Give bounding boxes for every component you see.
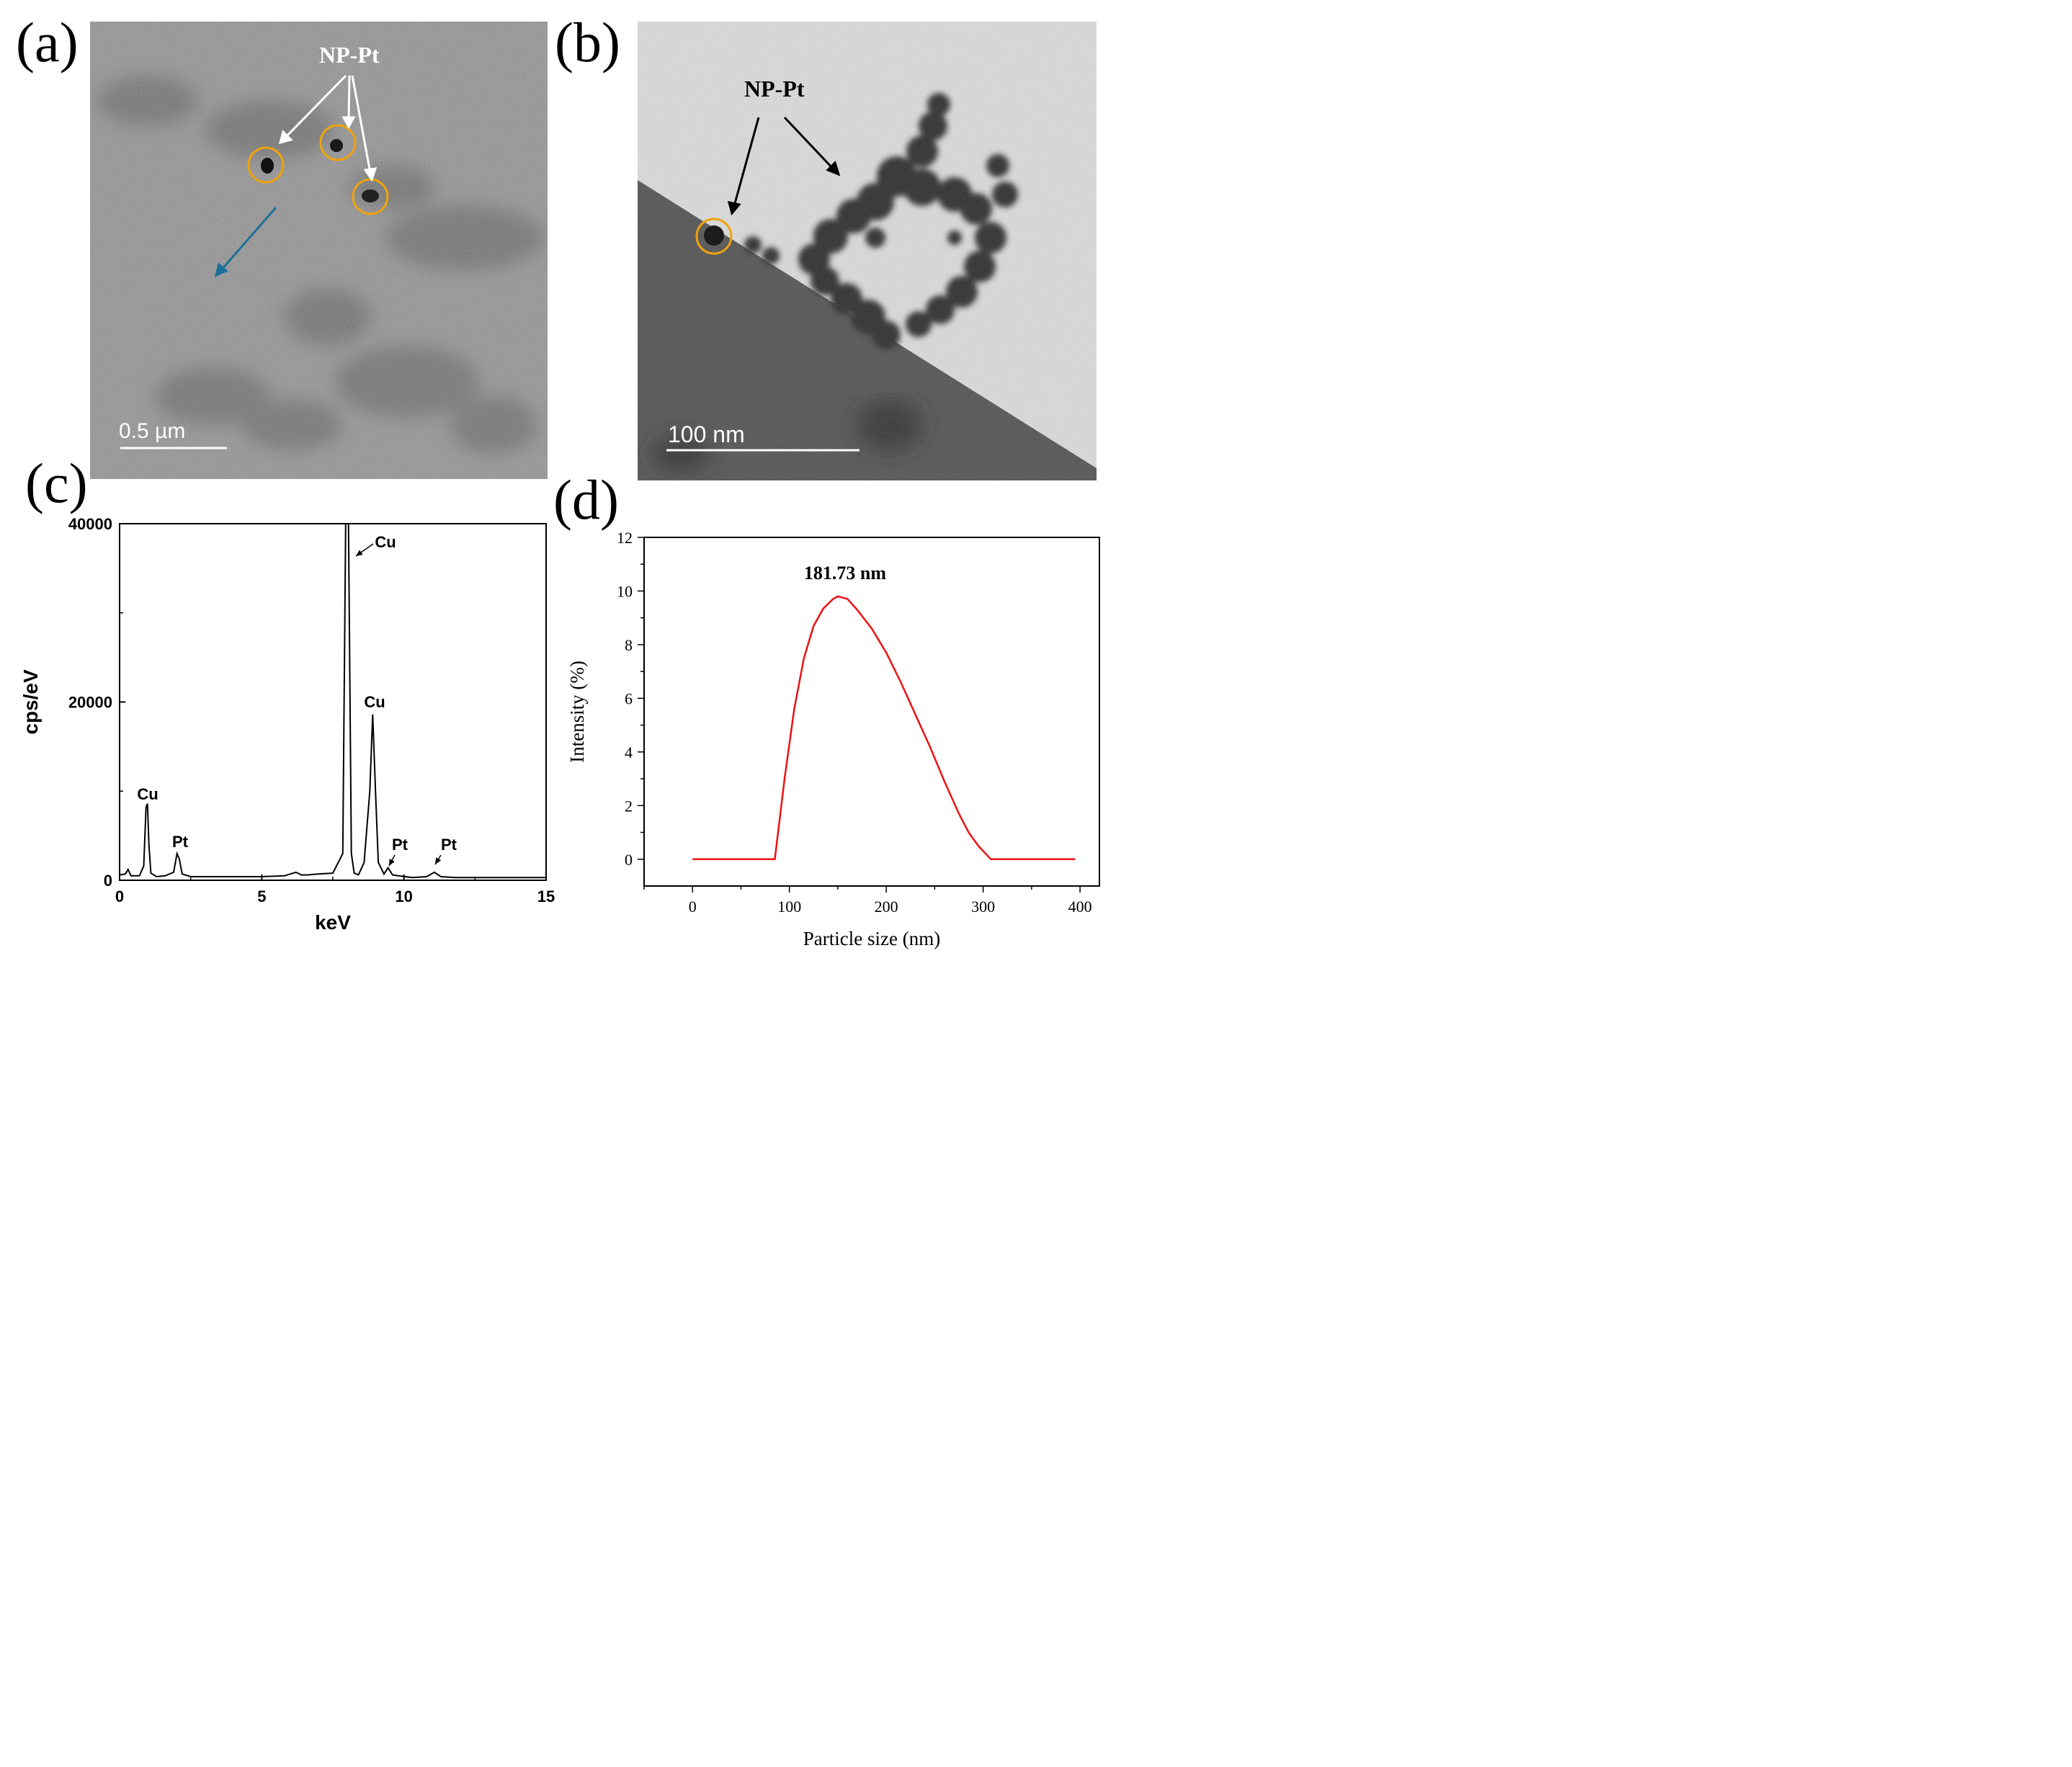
x-axis-label-d: Particle size (nm) [803, 928, 940, 949]
x-tick-label-d: 400 [1068, 898, 1092, 916]
peak-annotation-d: 181.73 nm [804, 563, 886, 583]
scalebar-a-label: 0.5 µm [119, 419, 186, 443]
particle-a1 [261, 158, 274, 174]
tem-image-a: 0.5 µm NP-Pt [90, 22, 548, 479]
particle-a2 [330, 139, 343, 152]
peak-label-c: Cu [375, 533, 396, 551]
y-tick-label-d: 2 [625, 797, 633, 815]
x-tick-label-c: 0 [115, 887, 124, 905]
peak-arrowhead-c [435, 857, 442, 864]
y-tick-label-d: 12 [617, 529, 633, 547]
x-tick-label-c: 10 [395, 887, 412, 905]
callout-np-pt-b: NP-Pt [744, 76, 805, 102]
plot-frame-d [643, 537, 1100, 887]
y-tick-label-d: 10 [617, 582, 633, 600]
tem-image-b: 100 nm NP-Pt [638, 22, 1097, 480]
x-tick-label-d: 100 [777, 898, 801, 916]
arrow-a1 [283, 74, 347, 140]
eds-chart: 0 5 10 15 0 20000 40000 keV cps/eV Cu Cu Cu Pt Pt Pt [0, 497, 562, 951]
y-tick-label-c: 20000 [68, 694, 112, 712]
y-axis-label-c: cps/eV [19, 669, 42, 735]
x-tick-label-d: 200 [875, 898, 898, 916]
panel-b-label: (b) [555, 11, 620, 73]
x-tick-label-c: 5 [257, 887, 266, 905]
x-axis-label-c: keV [315, 911, 351, 934]
teal-arrow [220, 207, 277, 271]
peak-label-c: Pt [172, 833, 189, 851]
highlight-circle-a1 [247, 146, 285, 184]
y-tick-label-c: 0 [104, 872, 112, 890]
arrow-b2 [783, 116, 835, 171]
arrow-b1 [733, 117, 760, 207]
x-tick-label-d: 0 [689, 898, 697, 916]
peak-arrowhead-c [389, 859, 395, 866]
highlight-circle-a3 [352, 178, 389, 215]
x-tick-label-c: 15 [537, 887, 555, 905]
eds-spectrum-line [119, 523, 546, 879]
particle-a3 [362, 189, 379, 202]
callout-np-pt-a: NP-Pt [319, 42, 380, 68]
dls-chart: 0 100 200 300 400 0 2 4 6 8 10 12 Particle size (nm)… [562, 519, 1125, 959]
y-tick-label-d: 6 [625, 689, 633, 707]
panel-c-label: (c) [25, 452, 88, 514]
panel-a-label: (a) [16, 11, 79, 73]
peak-label-c: Pt [441, 836, 457, 854]
x-tick-label-d: 300 [971, 898, 995, 916]
y-axis-label-d: Intensity (%) [566, 661, 588, 763]
highlight-circle-a2 [319, 124, 357, 161]
peak-arrowhead-c [356, 550, 363, 556]
peak-label-c: Cu [137, 785, 158, 803]
y-tick-label-d: 4 [625, 743, 633, 761]
dls-distribution-line [692, 595, 1076, 861]
scalebar-b-label: 100 nm [668, 421, 745, 447]
highlight-circle-b1 [695, 218, 733, 255]
arrow-a3 [351, 75, 372, 174]
panel-d-label: (d) [553, 468, 619, 531]
y-tick-label-d: 8 [625, 636, 633, 654]
particle-b1 [704, 225, 724, 246]
plot-frame-c [119, 523, 547, 881]
peak-label-c: Pt [392, 836, 408, 854]
y-tick-label-d: 0 [625, 851, 633, 869]
peak-label-c: Cu [364, 693, 385, 711]
y-tick-label-c: 40000 [68, 515, 112, 533]
